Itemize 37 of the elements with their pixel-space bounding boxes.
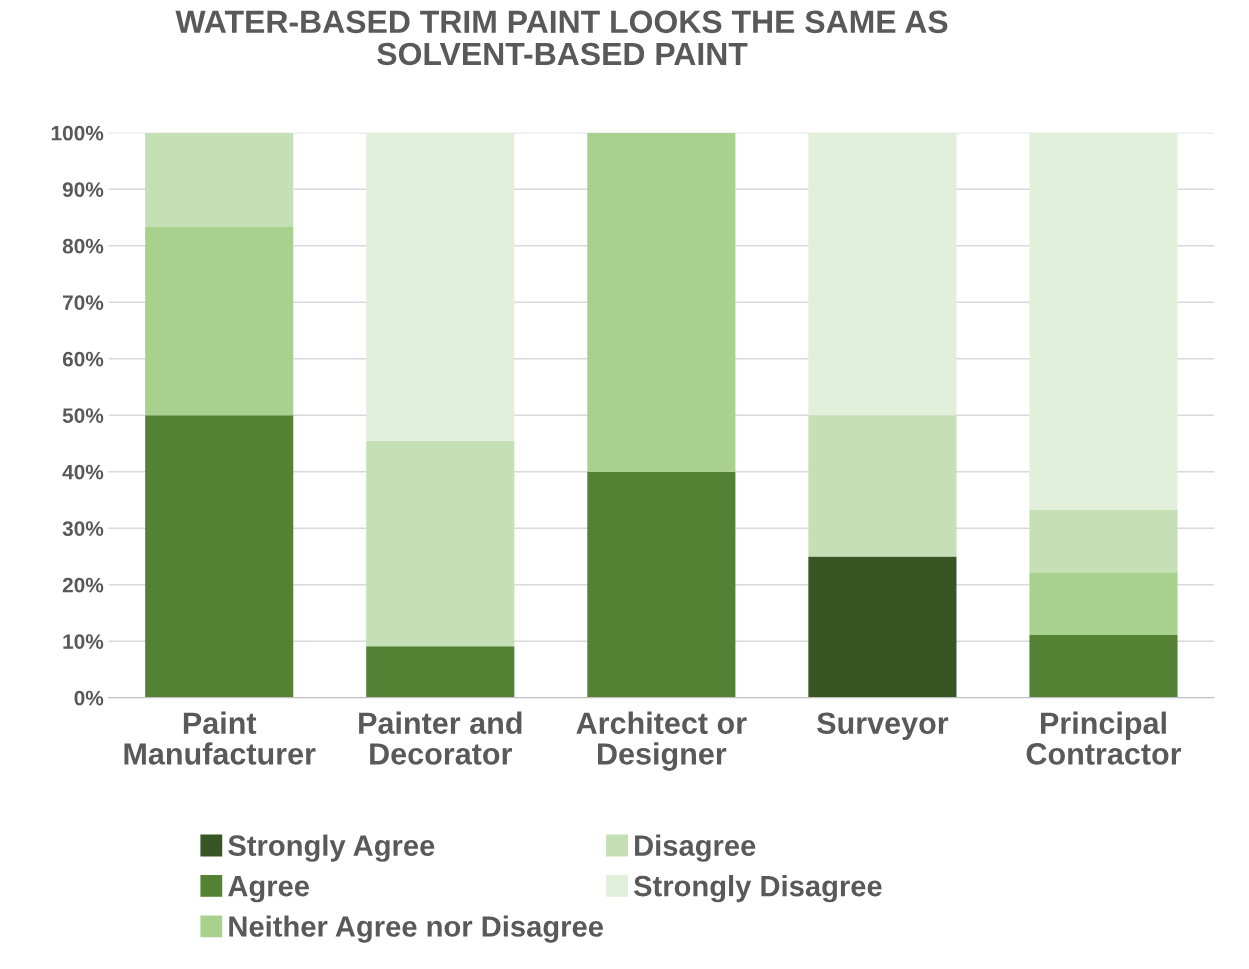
bar: [145, 415, 294, 698]
x-tick-label: Architect or Designer: [576, 711, 747, 771]
bar: [366, 646, 515, 698]
y-tick-label: 20%: [62, 577, 104, 593]
bar: [145, 132, 294, 228]
legend-label: Strongly Agree: [228, 834, 435, 862]
x-tick-label: Painter and Decorator: [359, 711, 522, 765]
y-tick-label: 30%: [62, 521, 104, 536]
y-tick-label: 70%: [63, 295, 104, 310]
bar: [1029, 634, 1178, 698]
x-tick-label: Surveyor: [817, 712, 949, 741]
bar: [1029, 509, 1178, 573]
x-tick-label: Paint Manufacturer: [124, 711, 316, 765]
legend-label: Neither Agree nor Disagree: [229, 915, 603, 943]
legend-label: Strongly Disagree: [633, 874, 882, 903]
y-tick-label: 60%: [62, 351, 104, 367]
y-tick-label: 0%: [74, 690, 104, 706]
chart-title: WATER-BASED TRIM PAINT LOOKS THE SAME AS SOLVENT-BASED PAINT: [175, 10, 948, 66]
bar: [366, 440, 515, 647]
y-tick-label: 10%: [63, 634, 104, 649]
legend-label: Disagree: [635, 834, 756, 862]
y-tick-label: 40%: [62, 464, 104, 480]
y-tick-label: 100%: [51, 125, 104, 141]
y-tick-label: 50%: [62, 408, 104, 423]
bar: [587, 132, 736, 472]
bar: [1029, 572, 1178, 635]
x-tick-label: Principal Contractor: [1026, 711, 1182, 765]
legend-label: Agree: [228, 876, 310, 903]
bar: [145, 227, 294, 416]
bar: [1029, 132, 1178, 510]
bar: [587, 471, 736, 698]
bar: [808, 556, 957, 698]
bar: [808, 415, 957, 557]
bar: [366, 132, 515, 441]
y-tick-label: 90%: [62, 182, 104, 197]
bar: [808, 132, 957, 416]
y-tick-label: 80%: [62, 238, 104, 254]
